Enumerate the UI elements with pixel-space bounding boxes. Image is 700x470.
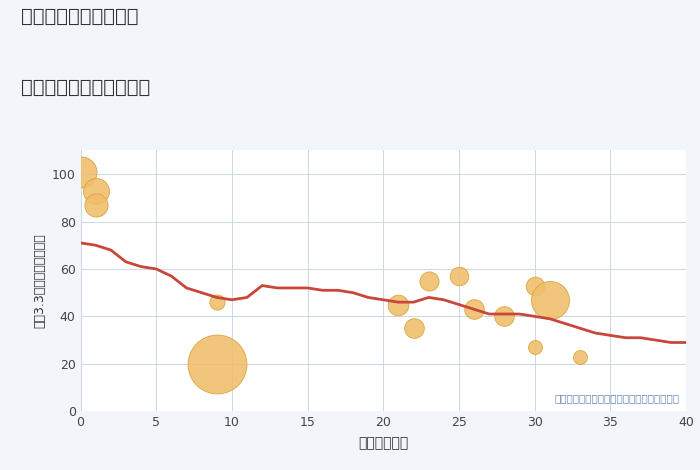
Text: 築年数別中古戸建て価格: 築年数別中古戸建て価格 — [21, 78, 150, 96]
Point — [393, 301, 404, 308]
Point — [498, 313, 510, 320]
Point — [544, 296, 555, 304]
Point — [468, 306, 480, 313]
Y-axis label: 坪（3.3㎡）単価（万円）: 坪（3.3㎡）単価（万円） — [33, 234, 46, 328]
Point — [423, 277, 434, 284]
Point — [211, 360, 223, 368]
Point — [529, 282, 540, 290]
Point — [575, 353, 586, 360]
Text: 円の大きさは、取引のあった物件面積を示す: 円の大きさは、取引のあった物件面積を示す — [555, 393, 680, 403]
Point — [90, 201, 101, 209]
Point — [454, 272, 465, 280]
Text: 大阪府和泉市今福町の: 大阪府和泉市今福町の — [21, 7, 139, 26]
Point — [75, 168, 86, 175]
Point — [90, 187, 101, 195]
Point — [408, 324, 419, 332]
Point — [529, 344, 540, 351]
X-axis label: 築年数（年）: 築年数（年） — [358, 436, 408, 450]
Point — [211, 298, 223, 306]
